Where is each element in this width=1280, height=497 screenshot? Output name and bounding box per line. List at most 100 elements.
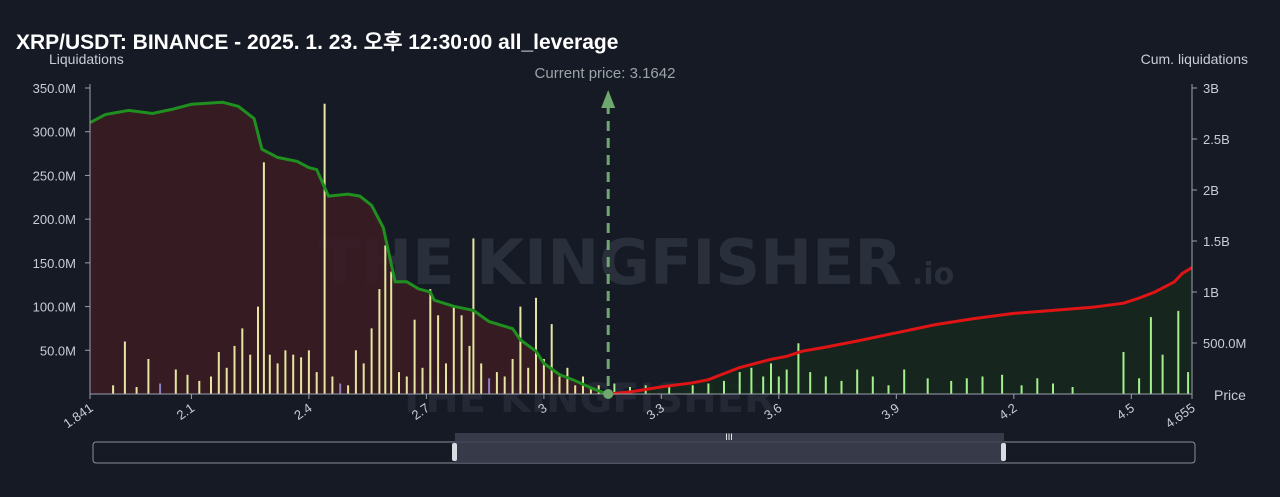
liquidation-bar[interactable] [210,376,212,395]
liquidation-bar[interactable] [668,387,671,394]
liquidation-bar[interactable] [613,383,616,395]
liquidation-bar[interactable] [217,352,220,394]
liquidation-bar[interactable] [965,378,968,394]
range-scrollbar[interactable]: III [92,432,1196,464]
liquidation-bar[interactable] [856,369,859,395]
liquidation-bar[interactable] [262,162,265,394]
liquidation-bar[interactable] [249,354,252,394]
liquidation-bar[interactable] [284,350,287,394]
liquidation-bar[interactable] [797,343,800,394]
liquidation-bar[interactable] [452,306,455,394]
liquidation-bar[interactable] [390,271,393,394]
liquidation-bar[interactable] [519,306,522,394]
liquidation-bar[interactable] [707,383,710,395]
liquidation-bar[interactable] [460,315,463,394]
scrollbar-right-handle[interactable] [1001,443,1006,461]
liquidation-bar[interactable] [495,372,498,394]
liquidation-bar[interactable] [566,367,569,394]
liquidation-bar[interactable] [550,324,553,394]
liquidation-bar[interactable] [472,238,475,394]
liquidation-bar[interactable] [777,376,780,395]
cum-right-line[interactable] [608,266,1193,396]
liquidation-bar[interactable] [762,376,765,395]
liquidation-bar[interactable] [1071,387,1074,394]
liquidation-bar[interactable] [323,103,326,394]
liquidation-bar[interactable] [738,372,741,394]
liquidation-bar[interactable] [527,367,530,394]
liquidation-bar[interactable] [413,319,416,394]
liquidation-bar[interactable] [347,385,350,394]
liquidation-bar[interactable] [421,367,424,394]
liquidation-bar[interactable] [198,380,201,394]
liquidation-bar[interactable] [445,363,447,394]
liquidation-bar[interactable] [981,376,984,395]
liquidation-bar[interactable] [300,357,303,394]
liquidation-bar[interactable] [292,354,295,394]
scrollbar-thumb[interactable] [455,433,1004,463]
liquidation-bar[interactable] [339,383,342,395]
liquidation-bar[interactable] [468,345,471,394]
liquidation-bar[interactable] [186,374,189,394]
liquidation-bar[interactable] [1177,310,1180,394]
liquidation-bar[interactable] [723,380,725,394]
liquidation-bar[interactable] [542,359,545,394]
liquidation-bar[interactable] [307,350,310,394]
liquidation-bar[interactable] [488,378,491,394]
liquidation-bar[interactable] [871,376,874,395]
liquidation-bar[interactable] [331,376,334,395]
liquidation-bar[interactable] [589,387,592,394]
liquidation-bar[interactable] [384,245,387,394]
liquidation-bar[interactable] [503,376,506,395]
liquidation-bar[interactable] [691,385,694,394]
liquidation-bar[interactable] [1036,378,1039,394]
liquidation-bar[interactable] [1020,385,1023,394]
liquidation-bar[interactable] [511,359,514,394]
liquidation-bar[interactable] [1138,378,1141,394]
liquidation-bar[interactable] [1001,374,1004,394]
liquidation-bar[interactable] [785,369,788,395]
liquidation-bar[interactable] [241,328,244,394]
liquidation-bar[interactable] [233,345,236,394]
liquidation-bar[interactable] [147,359,150,394]
liquidation-bar[interactable] [405,376,408,395]
liquidation-bar[interactable] [574,385,577,394]
liquidation-bar[interactable] [535,297,537,394]
liquidation-bar[interactable] [354,350,357,394]
liquidation-bar[interactable] [903,369,906,395]
liquidation-bar[interactable] [112,385,115,394]
liquidation-bar[interactable] [315,372,318,394]
liquidation-bar[interactable] [257,306,259,394]
scrollbar-grip-icon[interactable]: III [725,432,733,442]
liquidation-bar[interactable] [1187,372,1190,394]
liquidation-bar[interactable] [558,376,561,395]
liquidation-bar[interactable] [135,387,138,394]
liquidation-bar[interactable] [437,315,440,394]
liquidation-bar[interactable] [840,380,843,394]
liquidation-bar[interactable] [174,369,177,395]
liquidation-bar[interactable] [362,363,365,394]
liquidation-bar[interactable] [887,385,890,394]
liquidation-bar[interactable] [926,378,929,394]
liquidation-bar[interactable] [950,380,953,394]
liquidation-bar[interactable] [429,289,432,394]
liquidation-bar[interactable] [225,367,228,394]
liquidation-bar[interactable] [824,376,827,395]
liquidation-bar[interactable] [123,341,126,395]
liquidation-bar[interactable] [750,367,753,394]
liquidation-bar[interactable] [1161,354,1164,394]
liquidation-bar[interactable] [1149,317,1152,394]
cum-left-line[interactable] [89,100,609,396]
liquidation-bar[interactable] [770,363,772,394]
liquidation-bar[interactable] [159,383,162,395]
liquidation-bar[interactable] [268,354,271,394]
liquidation-bar[interactable] [809,372,812,394]
liquidation-bar[interactable] [480,363,483,394]
liquidation-bar[interactable] [378,289,381,394]
liquidation-bar[interactable] [398,372,400,394]
liquidation-bar[interactable] [370,328,373,394]
liquidation-bar[interactable] [1122,352,1125,394]
scrollbar-left-handle[interactable] [452,443,457,461]
liquidation-bar[interactable] [1052,383,1054,395]
liquidation-bar[interactable] [276,363,279,394]
